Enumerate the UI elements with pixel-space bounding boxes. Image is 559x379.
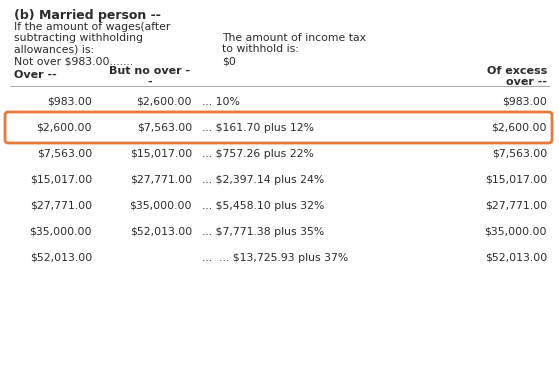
Text: $15,017.00: $15,017.00	[485, 175, 547, 185]
Text: $52,013.00: $52,013.00	[485, 253, 547, 263]
Text: $27,771.00: $27,771.00	[30, 201, 92, 211]
Text: $15,017.00: $15,017.00	[130, 149, 192, 159]
Text: $2,600.00: $2,600.00	[36, 123, 92, 133]
Text: Over --: Over --	[14, 70, 57, 80]
FancyBboxPatch shape	[5, 112, 552, 143]
Text: $35,000.00: $35,000.00	[485, 227, 547, 237]
Text: ... $757.26 plus 22%: ... $757.26 plus 22%	[202, 149, 314, 159]
Text: $27,771.00: $27,771.00	[485, 201, 547, 211]
Text: ...  ... $13,725.93 plus 37%: ... ... $13,725.93 plus 37%	[202, 253, 348, 263]
Text: -: -	[148, 77, 152, 87]
Text: allowances) is:: allowances) is:	[14, 44, 94, 54]
Text: ... $7,771.38 plus 35%: ... $7,771.38 plus 35%	[202, 227, 324, 237]
Text: $7,563.00: $7,563.00	[492, 149, 547, 159]
Text: $983.00: $983.00	[47, 97, 92, 107]
Text: subtracting withholding: subtracting withholding	[14, 33, 143, 43]
Text: $35,000.00: $35,000.00	[30, 227, 92, 237]
Text: $35,000.00: $35,000.00	[130, 201, 192, 211]
Text: ... $5,458.10 plus 32%: ... $5,458.10 plus 32%	[202, 201, 324, 211]
Text: $27,771.00: $27,771.00	[130, 175, 192, 185]
Text: $7,563.00: $7,563.00	[37, 149, 92, 159]
Text: But no over -: But no over -	[110, 66, 191, 76]
Text: Of excess: Of excess	[487, 66, 547, 76]
Text: ... 10%: ... 10%	[202, 97, 240, 107]
Text: $2,600.00: $2,600.00	[491, 123, 547, 133]
Text: Not over $983.00.......: Not over $983.00.......	[14, 56, 133, 66]
Text: If the amount of wages(after: If the amount of wages(after	[14, 22, 170, 32]
Text: $0: $0	[222, 56, 236, 66]
Text: $52,013.00: $52,013.00	[130, 227, 192, 237]
Text: to withhold is:: to withhold is:	[222, 44, 299, 54]
Text: $15,017.00: $15,017.00	[30, 175, 92, 185]
Text: $2,600.00: $2,600.00	[136, 97, 192, 107]
Text: The amount of income tax: The amount of income tax	[222, 33, 366, 43]
Text: $983.00: $983.00	[502, 97, 547, 107]
Text: $52,013.00: $52,013.00	[30, 253, 92, 263]
Text: over --: over --	[506, 77, 547, 87]
Text: ... $161.70 plus 12%: ... $161.70 plus 12%	[202, 123, 314, 133]
Text: (b) Married person --: (b) Married person --	[14, 9, 161, 22]
Text: ... $2,397.14 plus 24%: ... $2,397.14 plus 24%	[202, 175, 324, 185]
Text: $7,563.00: $7,563.00	[137, 123, 192, 133]
